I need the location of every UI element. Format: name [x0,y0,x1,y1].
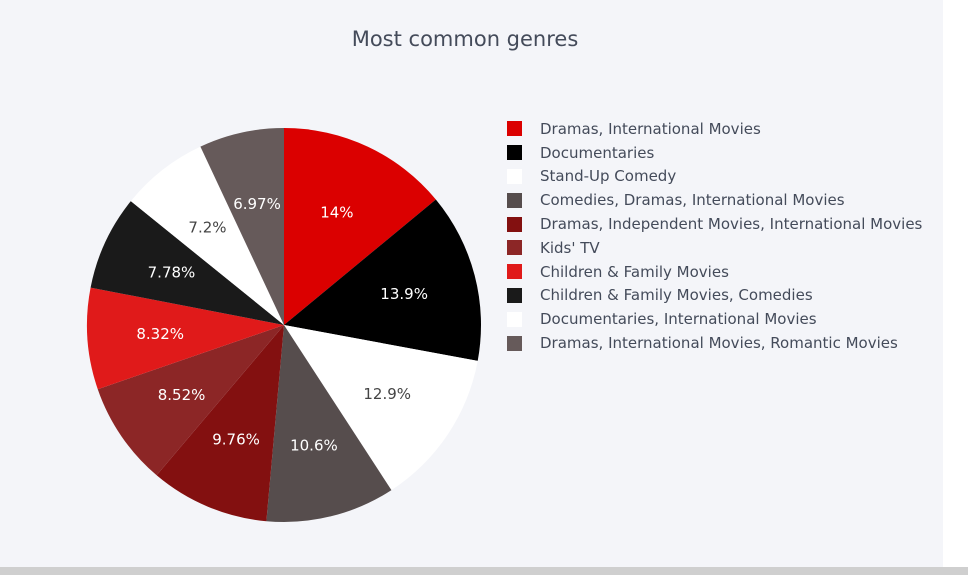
legend-item[interactable]: Children & Family Movies, Comedies [507,284,922,308]
slice-percent-label: 14% [320,204,353,222]
legend-label: Dramas, International Movies, Romantic M… [540,334,898,353]
pie-slice-dramas-independent-movies-international-movies[interactable] [156,325,284,522]
slice-percent-label: 13.9% [380,285,428,303]
legend-label: Dramas, International Movies [540,119,761,138]
legend-label: Children & Family Movies [540,262,729,281]
slice-percent-label: 7.2% [188,218,226,236]
legend: Dramas, International Movies Documentarie… [507,117,922,355]
slice-percent-label: 8.32% [136,325,184,343]
legend-swatch [507,216,522,232]
legend-swatch [507,335,522,351]
legend-item[interactable]: Children & Family Movies [507,260,922,284]
legend-item[interactable]: Stand-Up Comedy [507,165,922,189]
legend-swatch [507,145,522,161]
legend-swatch [507,240,522,256]
legend-item[interactable]: Comedies, Dramas, International Movies [507,188,922,212]
legend-swatch [507,311,522,327]
chart-title: Most common genres [351,27,579,51]
pie-slice-dramas-international-movies-romantic-movies[interactable] [200,128,284,325]
legend-item[interactable]: Kids' TV [507,236,922,260]
pie-slice-kids-tv[interactable] [97,325,284,476]
pie-slice-children-and-family-movies[interactable] [87,287,284,390]
legend-label: Kids' TV [540,238,600,257]
legend-item[interactable]: Documentaries [507,141,922,165]
slice-percent-label: 8.52% [158,386,206,404]
pie-slice-documentaries-international-movies[interactable] [130,146,284,325]
slice-percent-label: 10.6% [290,436,338,454]
legend-item[interactable]: Documentaries, International Movies [507,307,922,331]
legend-swatch [507,264,522,280]
slice-percent-label: 6.97% [233,195,281,213]
pie-slice-comedies-dramas-international-movies[interactable] [266,325,392,522]
legend-label: Documentaries, International Movies [540,310,817,329]
slice-percent-label: 9.76% [212,430,260,448]
legend-swatch [507,287,522,303]
pie-labels: 14% 13.9% 12.9% 10.6% 9.76% 8.52% 8.32% 7.78% 7.… [136,195,428,455]
legend-item[interactable]: Dramas, International Movies, Romantic M… [507,331,922,355]
pie-chart: 14% 13.9% 12.9% 10.6% 9.76% 8.52% 8.32% 7.78% 7.… [87,128,482,522]
legend-item[interactable]: Dramas, International Movies [507,117,922,141]
legend-label: Documentaries [540,143,655,162]
pie-slice-children-and-family-movies-comedies[interactable] [90,201,284,325]
legend-label: Dramas, Independent Movies, Internationa… [540,215,923,234]
horizontal-scrollbar[interactable] [0,567,968,575]
slice-percent-label: 7.78% [148,264,196,282]
legend-label: Children & Family Movies, Comedies [540,286,813,305]
pie-slice-stand-up-comedy[interactable] [284,325,478,491]
legend-item[interactable]: Dramas, Independent Movies, Internationa… [507,212,922,236]
slice-percent-label: 12.9% [363,385,411,403]
legend-swatch [507,121,522,137]
pie-slice-dramas-international-movies[interactable] [284,128,436,325]
legend-label: Comedies, Dramas, International Movies [540,191,845,210]
legend-label: Stand-Up Comedy [540,167,677,186]
pie-slice-documentaries[interactable] [284,199,482,361]
pie-slices [87,128,482,522]
legend-swatch [507,168,522,184]
legend-swatch [507,192,522,208]
